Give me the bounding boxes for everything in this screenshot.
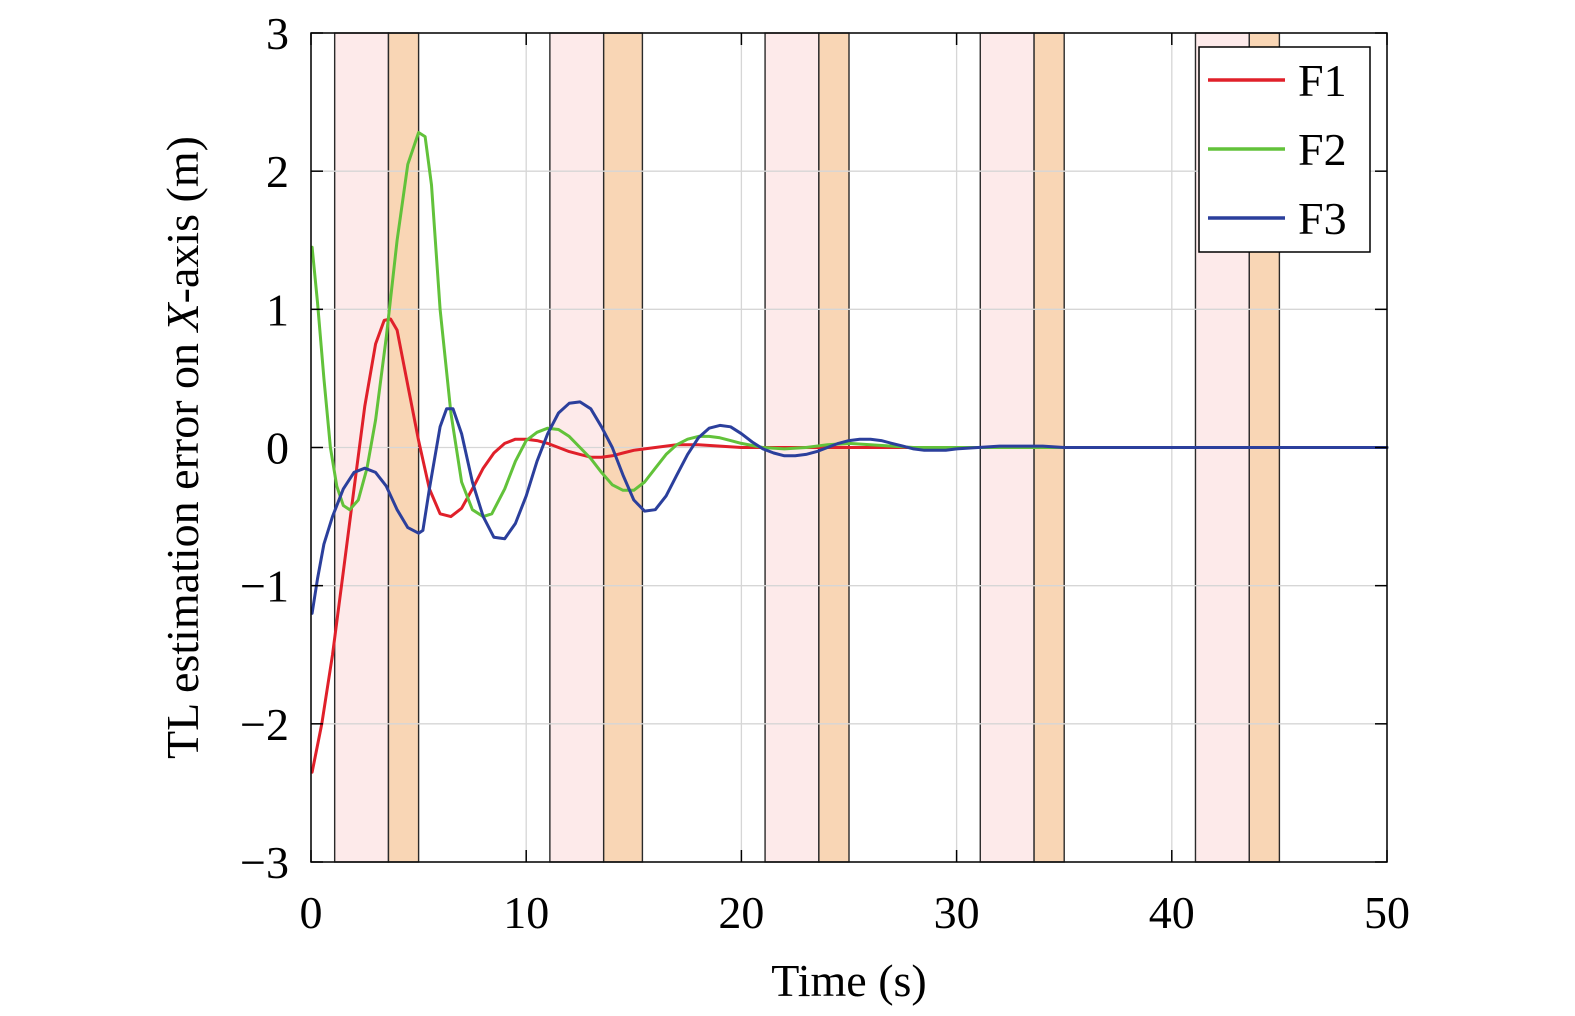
x-axis-label: Time (s) [771,955,927,1006]
y-axis-label-part: TL estimation error on [157,331,208,759]
legend-label-f3: F3 [1298,193,1347,244]
x-tick-labels: 0 10 20 30 40 50 [300,887,1411,938]
y-tick-label: 2 [266,146,289,197]
x-tick-label: 0 [300,887,323,938]
y-tick-label: −3 [240,837,289,888]
x-tick-label: 50 [1364,887,1410,938]
y-tick-labels: −3 −2 −1 0 1 2 3 [240,8,289,888]
y-tick-label: 0 [266,423,289,474]
x-tick-label: 20 [718,887,764,938]
y-axis-label-part: X [157,301,208,333]
x-tick-label: 30 [934,887,980,938]
legend-label-f1: F1 [1298,55,1347,106]
data-series [310,131,1389,774]
axis-ticks [310,32,1388,863]
y-axis-label-part: -axis (m) [157,136,208,303]
y-tick-label: −1 [240,561,289,612]
legend: F1 F2 F3 [1198,46,1371,253]
y-tick-label: −2 [240,699,289,750]
y-axis-label: TL estimation error on X-axis (m) [157,136,208,759]
x-tick-label: 10 [503,887,549,938]
y-tick-label: 3 [266,8,289,59]
y-tick-label: 1 [266,284,289,335]
series-line-f3 [310,400,1389,615]
series-line-f2 [310,131,1389,519]
legend-label-f2: F2 [1298,124,1347,175]
x-tick-label: 40 [1149,887,1195,938]
